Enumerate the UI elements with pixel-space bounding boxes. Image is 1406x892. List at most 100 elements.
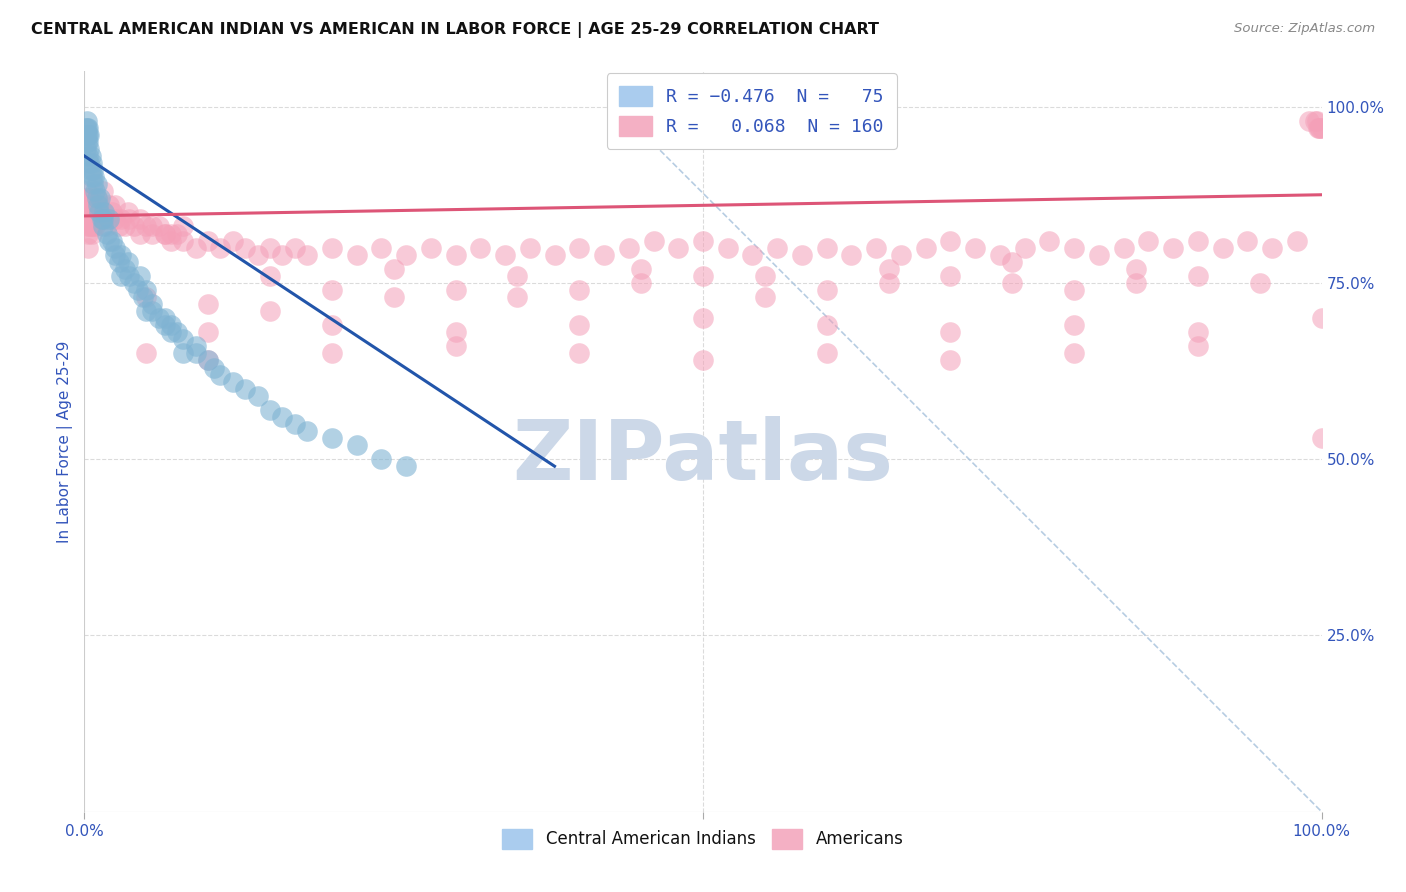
Point — [79, 142, 101, 156]
Point — [1137, 234, 1160, 248]
Point — [209, 241, 232, 255]
Point — [1305, 113, 1327, 128]
Point — [98, 234, 121, 248]
Point — [141, 227, 163, 241]
Point — [630, 276, 652, 290]
Point — [914, 241, 936, 255]
Point — [321, 318, 343, 333]
Point — [79, 219, 101, 234]
Point — [141, 297, 163, 311]
Point — [89, 205, 111, 219]
Point — [117, 205, 139, 219]
Point — [118, 268, 141, 283]
Point — [197, 234, 219, 248]
Point — [382, 290, 405, 304]
Point — [1261, 241, 1284, 255]
Point — [815, 346, 838, 360]
Point — [91, 184, 114, 198]
Point — [141, 219, 163, 234]
Point — [470, 241, 492, 255]
Point — [129, 227, 152, 241]
Point — [1308, 120, 1330, 135]
Point — [77, 191, 100, 205]
Point — [519, 241, 541, 255]
Point — [1038, 234, 1060, 248]
Point — [321, 346, 343, 360]
Point — [141, 304, 163, 318]
Point — [1063, 318, 1085, 333]
Point — [135, 283, 157, 297]
Point — [692, 234, 714, 248]
Point — [1310, 431, 1333, 445]
Text: ZIPatlas: ZIPatlas — [513, 416, 893, 497]
Point — [184, 241, 207, 255]
Point — [284, 417, 307, 431]
Point — [117, 254, 139, 268]
Point — [1014, 241, 1036, 255]
Point — [593, 248, 616, 262]
Point — [100, 205, 122, 219]
Point — [82, 163, 104, 178]
Point — [96, 227, 118, 241]
Point — [988, 248, 1011, 262]
Point — [86, 191, 108, 205]
Point — [865, 241, 887, 255]
Point — [1306, 120, 1329, 135]
Point — [246, 248, 269, 262]
Point — [568, 241, 591, 255]
Point — [1001, 254, 1024, 268]
Point — [80, 170, 103, 185]
Point — [87, 198, 110, 212]
Point — [77, 120, 100, 135]
Point — [321, 241, 343, 255]
Point — [80, 212, 103, 227]
Point — [114, 219, 136, 234]
Point — [82, 177, 104, 191]
Point — [233, 241, 256, 255]
Point — [84, 205, 107, 219]
Point — [153, 227, 176, 241]
Point — [160, 325, 183, 339]
Point — [89, 198, 111, 212]
Point — [568, 283, 591, 297]
Point — [209, 368, 232, 382]
Point — [246, 389, 269, 403]
Point — [295, 248, 318, 262]
Point — [543, 248, 565, 262]
Point — [127, 283, 149, 297]
Point — [444, 325, 467, 339]
Point — [233, 382, 256, 396]
Point — [104, 248, 127, 262]
Point — [370, 452, 392, 467]
Point — [184, 339, 207, 353]
Point — [122, 276, 145, 290]
Point — [1310, 120, 1333, 135]
Point — [815, 318, 838, 333]
Point — [939, 353, 962, 368]
Point — [222, 375, 245, 389]
Point — [1187, 339, 1209, 353]
Point — [444, 339, 467, 353]
Point — [259, 268, 281, 283]
Point — [148, 311, 170, 326]
Point — [1125, 261, 1147, 276]
Point — [91, 219, 114, 234]
Point — [568, 318, 591, 333]
Point — [890, 248, 912, 262]
Point — [79, 163, 101, 178]
Point — [131, 290, 153, 304]
Point — [77, 227, 100, 241]
Point — [160, 227, 183, 241]
Point — [419, 241, 441, 255]
Point — [506, 290, 529, 304]
Point — [1236, 234, 1258, 248]
Point — [259, 402, 281, 417]
Point — [80, 198, 103, 212]
Point — [1298, 113, 1320, 128]
Point — [568, 346, 591, 360]
Point — [82, 205, 104, 219]
Point — [271, 248, 294, 262]
Point — [692, 353, 714, 368]
Point — [166, 325, 188, 339]
Point — [89, 191, 111, 205]
